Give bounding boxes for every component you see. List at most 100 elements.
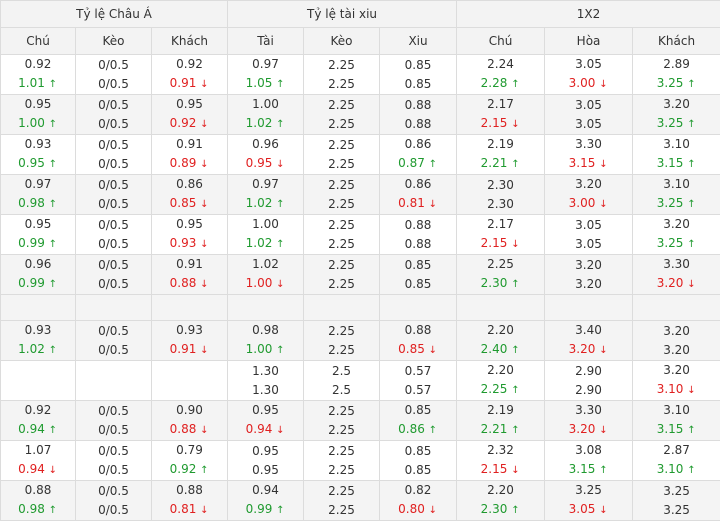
current-odds: 2.15 ↓ <box>457 460 544 480</box>
table-row: 0.93 0.95 ↑ 0/0.5 0/0.5 0.91 0.89 ↓ 0.96 0.95 ↓ 2.2… <box>0 134 720 175</box>
current-odds: 1.02 ↑ <box>228 234 303 254</box>
odds-cell: 3.08 3.15 ↑ <box>544 440 634 481</box>
odds-value: 1.30 <box>252 382 279 397</box>
odds-cell: 3.30 3.20 ↓ <box>632 254 720 295</box>
current-odds: 2.40 ↑ <box>457 340 544 360</box>
current-odds: 0.88 ↓ <box>152 420 227 440</box>
odds-cell: 2.25 2.25 <box>303 254 381 295</box>
current-odds: 0.87 ↑ <box>380 154 456 174</box>
opening-odds: 0.86 <box>380 135 456 154</box>
odds-value: 2.90 <box>575 363 602 378</box>
odds-value: 2.19 <box>487 403 514 417</box>
odds-value: 1.00 <box>245 342 273 356</box>
odds-value: 2.25 <box>328 116 355 131</box>
arrow-up-icon: ↑ <box>276 345 285 356</box>
odds-cell: 0.96 0.99 ↑ <box>0 254 76 295</box>
odds-value: 2.25 <box>328 196 355 211</box>
current-odds: 3.00 ↓ <box>545 74 632 94</box>
opening-odds: 0/0.5 <box>76 322 151 341</box>
odds-cell: 2.20 2.30 ↑ <box>456 480 546 521</box>
arrow-down-icon: ↓ <box>200 279 209 290</box>
opening-odds: 0.82 <box>380 481 456 500</box>
arrow-up-icon: ↑ <box>687 425 696 436</box>
odds-value: 0/0.5 <box>98 97 129 112</box>
odds-cell: 2.24 2.28 ↑ <box>456 54 546 95</box>
opening-odds: 0.85 <box>380 401 456 420</box>
odds-value: 3.05 <box>575 217 602 232</box>
group-header-row: Tỷ lệ Châu Á Tỷ lệ tài xiu 1X2 <box>0 0 720 28</box>
odds-value: 0/0.5 <box>98 156 129 171</box>
current-odds: 3.10 ↓ <box>633 380 720 400</box>
arrow-up-icon: ↑ <box>48 199 58 210</box>
current-odds: 2.25 <box>304 75 379 94</box>
odds-value: 1.07 <box>24 443 52 457</box>
opening-odds: 3.05 <box>545 55 632 74</box>
arrow-up-icon: ↑ <box>687 199 696 210</box>
current-odds: 0/0.5 <box>76 461 151 480</box>
odds-value: 0.82 <box>404 483 432 497</box>
current-odds: 2.25 <box>304 421 379 440</box>
odds-cell: 1.00 1.02 ↑ <box>227 94 305 135</box>
odds-value: 0.97 <box>24 177 52 191</box>
opening-odds: 2.25 <box>304 482 379 501</box>
arrow-up-icon: ↑ <box>200 465 209 476</box>
arrow-down-icon: ↓ <box>276 425 285 436</box>
odds-value: 2.25 <box>328 236 355 251</box>
odds-value: 3.15 <box>656 156 684 170</box>
odds-cell: 2.20 2.40 ↑ <box>456 320 546 361</box>
odds-value: 2.25 <box>328 217 355 232</box>
odds-cell: 0.97 1.05 ↑ <box>227 54 305 95</box>
empty-cell <box>75 294 152 321</box>
arrow-up-icon: ↑ <box>511 505 520 516</box>
odds-value: 0.88 <box>176 483 203 497</box>
odds-cell <box>150 360 229 401</box>
current-odds: 0.88 <box>380 115 456 134</box>
arrow-down-icon: ↓ <box>276 159 285 170</box>
odds-cell: 0.95 0.94 ↓ <box>227 400 305 441</box>
odds-cell: 0.93 1.02 ↑ <box>0 320 76 361</box>
column-header: Hòa <box>544 27 634 55</box>
odds-cell: 2.89 3.25 ↑ <box>632 54 720 95</box>
odds-cell: 0.88 0.85 ↓ <box>379 320 458 361</box>
odds-value: 3.20 <box>568 422 596 436</box>
odds-value: 1.02 <box>252 257 279 271</box>
odds-value: 0.88 <box>24 483 52 497</box>
opening-odds: 3.20 <box>633 95 720 114</box>
opening-odds: 2.25 <box>304 322 379 341</box>
odds-value: 2.17 <box>487 217 514 231</box>
current-odds: 2.5 <box>304 381 379 400</box>
current-odds: 0.95 ↓ <box>228 154 303 174</box>
odds-value: 2.25 <box>328 403 355 418</box>
arrow-down-icon: ↓ <box>200 159 209 170</box>
opening-odds: 3.05 <box>545 96 632 115</box>
odds-value: 0/0.5 <box>98 257 129 272</box>
current-odds: 2.21 ↑ <box>457 154 544 174</box>
opening-odds: 0.92 <box>1 55 75 74</box>
odds-value: 2.25 <box>328 177 355 192</box>
opening-odds: 0.85 <box>380 442 456 461</box>
current-odds: 3.15 ↑ <box>633 154 720 174</box>
odds-value: 2.25 <box>487 257 514 271</box>
opening-odds: 0.85 <box>380 56 456 75</box>
arrow-up-icon: ↑ <box>276 199 285 210</box>
empty-cell <box>456 294 546 321</box>
arrow-down-icon: ↓ <box>599 159 608 170</box>
current-odds: 0.85 <box>380 461 456 480</box>
empty-cell <box>303 294 381 321</box>
odds-value: 0.88 <box>404 97 432 112</box>
current-odds: 1.02 ↑ <box>228 194 303 214</box>
odds-value: 0/0.5 <box>98 177 129 192</box>
current-odds: 0/0.5 <box>76 275 151 294</box>
odds-table-body: 0.92 1.01 ↑ 0/0.5 0/0.5 0.92 0.91 ↓ 0.97 1.05 ↑ 2.2… <box>0 54 720 521</box>
odds-cell: 1.07 0.94 ↓ <box>0 440 76 481</box>
opening-odds: 0.92 <box>152 55 227 74</box>
arrow-down-icon: ↓ <box>428 505 438 516</box>
current-odds: 0.98 ↑ <box>1 194 75 214</box>
current-odds: 2.30 ↑ <box>457 274 544 294</box>
odds-value: 0/0.5 <box>98 342 129 357</box>
odds-cell: 2.32 2.15 ↓ <box>456 440 546 481</box>
table-row: 0.92 1.01 ↑ 0/0.5 0/0.5 0.92 0.91 ↓ 0.97 1.05 ↑ 2.2… <box>0 54 720 95</box>
odds-cell: 3.05 3.00 ↓ <box>544 54 634 95</box>
table-row: 0.92 0.94 ↑ 0/0.5 0/0.5 0.90 0.88 ↓ 0.95 0.94 ↓ 2.2… <box>0 400 720 441</box>
current-odds: 0/0.5 <box>76 501 151 520</box>
